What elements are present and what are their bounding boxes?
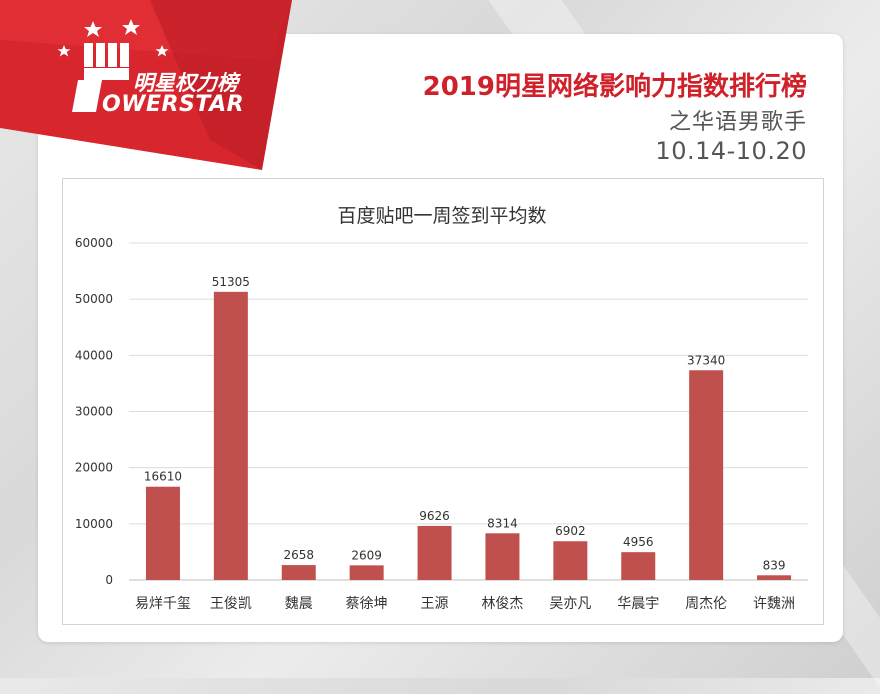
x-tick-label: 吴亦凡 — [549, 596, 591, 612]
y-tick-label: 10000 — [75, 517, 113, 531]
data-label: 37340 — [687, 353, 725, 367]
x-tick-label: 林俊杰 — [481, 596, 523, 612]
bar — [485, 533, 520, 580]
fist-logo-icon — [72, 43, 129, 112]
x-tick-label: 王俊凯 — [210, 596, 252, 612]
star-icons — [57, 19, 169, 57]
x-tick-label: 王源 — [421, 596, 449, 612]
data-label: 9626 — [419, 509, 450, 523]
bar — [553, 541, 588, 580]
data-label: 4956 — [623, 535, 654, 549]
y-tick-label: 30000 — [75, 405, 113, 419]
y-tick-label: 60000 — [75, 236, 113, 250]
page-title: 2019明星网络影响力指数排行榜 — [422, 72, 807, 102]
data-label-layer: 16610 51305 2658 2609 9626 8314 6902 4956 37340 8… — [144, 275, 786, 572]
y-axis-ticks: 0 10000 20000 30000 40000 50000 60000 — [75, 236, 113, 587]
chart-panel: 百度贴吧一周签到平均数 0 10000 20000 30000 40000 50000 60… — [62, 178, 824, 625]
x-tick-label: 蔡徐坤 — [346, 596, 388, 612]
bar — [689, 370, 724, 580]
data-label: 8314 — [487, 516, 518, 530]
bar — [417, 525, 452, 580]
bar — [621, 552, 656, 580]
bar — [213, 291, 248, 580]
bar — [757, 575, 792, 580]
y-tick-label: 40000 — [75, 348, 113, 362]
bar-chart: 百度贴吧一周签到平均数 0 10000 20000 30000 40000 50000 60… — [75, 205, 808, 612]
data-label: 51305 — [212, 275, 250, 289]
x-tick-label: 魏晨 — [285, 596, 313, 612]
brand-ribbon — [0, 0, 292, 170]
data-label: 2609 — [351, 548, 382, 562]
bar — [145, 486, 180, 580]
x-tick-label: 许魏洲 — [753, 596, 795, 612]
data-label: 839 — [763, 558, 786, 572]
y-tick-label: 20000 — [75, 461, 113, 475]
y-tick-label: 0 — [105, 573, 113, 587]
date-range: 10.14-10.20 — [655, 137, 807, 165]
chart-title: 百度贴吧一周签到平均数 — [337, 205, 546, 227]
x-tick-label: 周杰伦 — [685, 596, 727, 612]
data-label: 2658 — [283, 548, 314, 562]
page-subtitle: 之华语男歌手 — [668, 110, 807, 135]
x-tick-label: 易烊千玺 — [135, 596, 191, 612]
brand-logo-cn: 明星权力榜 — [133, 71, 238, 95]
bar-layer — [145, 291, 792, 580]
x-tick-label: 华晨宇 — [617, 596, 659, 612]
brand-logo-en: OWERSTAR — [102, 92, 245, 117]
bar — [281, 565, 316, 580]
y-tick-label: 50000 — [75, 292, 113, 306]
bar — [349, 565, 384, 580]
data-label: 16610 — [144, 470, 182, 484]
x-axis-ticks: 易烊千玺 王俊凯 魏晨 蔡徐坤 王源 林俊杰 吴亦凡 华晨宇 周杰伦 许魏洲 — [135, 596, 795, 612]
data-label: 6902 — [555, 524, 586, 538]
